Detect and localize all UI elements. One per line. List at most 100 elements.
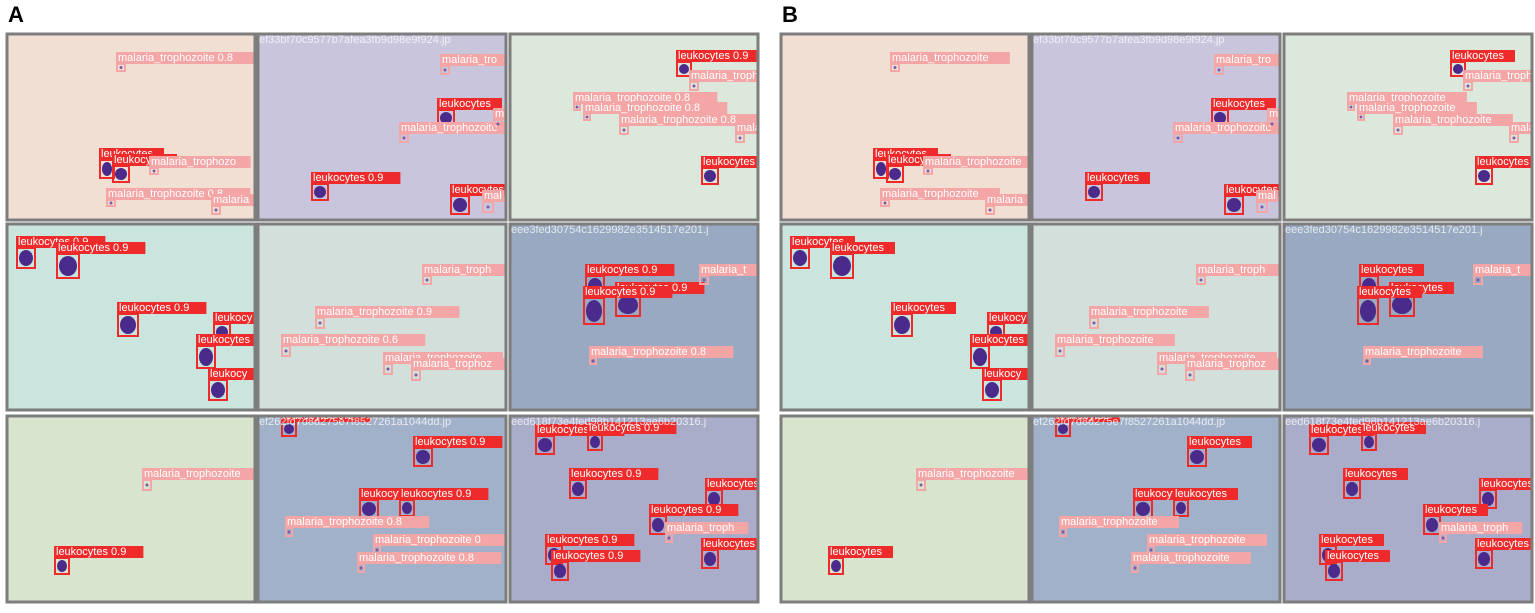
- parasite: [1092, 321, 1096, 325]
- cell: [1176, 502, 1186, 514]
- tile-frame: [508, 222, 760, 412]
- detection-label: leukocytes 0.9: [651, 504, 721, 516]
- tile-frame: [779, 222, 1031, 412]
- detection-label: leukocytes: [830, 546, 882, 558]
- label-background: [1055, 416, 1120, 422]
- detection-label: malaria_trophozoite: [925, 156, 1022, 168]
- label-background: [116, 52, 255, 64]
- label-background: [583, 102, 728, 114]
- tile-title: ef262fd7d8d275e7f8527261a1044dd.jp: [1033, 416, 1225, 428]
- parasite: [893, 66, 897, 69]
- cell: [618, 296, 638, 314]
- cell: [894, 316, 910, 334]
- detection-label: malaria_trophozoite 0.8: [118, 52, 233, 64]
- detection-label: leukocy: [215, 312, 253, 324]
- detection-label: malaria_trophozoite 0.6: [283, 334, 398, 346]
- tile-background: [7, 416, 255, 602]
- label-background: [665, 522, 749, 534]
- label-background: [569, 468, 659, 480]
- tile-title: eee3fed30754c1629982e3514517e201.j: [1285, 224, 1483, 236]
- detection-label: malaria_trophoz: [1187, 358, 1266, 370]
- cell: [1392, 296, 1412, 314]
- parasite: [359, 566, 363, 570]
- label-background: [1256, 190, 1279, 202]
- tile-title: ef33bf70c9577b7afea3fb9d98e9f924.jp: [259, 34, 450, 46]
- detection-label: malaria_trophozoite: [1061, 516, 1158, 528]
- detection-label: malaria_trophozoite: [1465, 70, 1535, 82]
- detection-label: malaria_troph: [1198, 264, 1265, 276]
- cell: [416, 450, 430, 464]
- detection-label: mal: [484, 190, 502, 202]
- detection-label: leukocytes: [832, 242, 884, 254]
- parasite: [119, 66, 123, 69]
- image-tile: malaria_tro leukocytes malaria_trophozoite…: [1032, 34, 1280, 220]
- detection-label: leukocytes: [1477, 156, 1529, 168]
- label-background: [589, 346, 734, 358]
- parasite: [926, 169, 930, 173]
- detection-label: malaria_trophozoite: [1395, 114, 1492, 126]
- label-background: [916, 468, 1029, 480]
- label-background: [1214, 54, 1280, 66]
- cell: [876, 162, 886, 176]
- tile-frame: [1030, 222, 1282, 412]
- label-background: [1359, 264, 1424, 276]
- detection-label: malaria_trophozoite: [1365, 346, 1462, 358]
- detection-label: leukocytes: [1359, 286, 1411, 298]
- cell: [102, 162, 112, 176]
- parasite: [152, 169, 156, 173]
- label-background: [573, 92, 718, 104]
- label-background: [281, 416, 371, 422]
- image-tile: malaria_trophozoiteleukocytesleukocytesm…: [781, 34, 1029, 220]
- parasite: [386, 367, 390, 371]
- detection-label: leukocytes: [703, 156, 755, 168]
- detection-label: leukocy: [210, 368, 248, 380]
- detection-label: malaria_tro: [1216, 54, 1271, 66]
- tile-frame: [5, 222, 257, 412]
- parasite: [496, 122, 500, 126]
- detection-label: malaria_trophozoite: [882, 188, 979, 200]
- cell: [704, 552, 716, 566]
- detection-label: leukocytes: [1425, 504, 1477, 516]
- cell: [538, 438, 552, 452]
- label-background: [585, 264, 675, 276]
- label-background: [413, 436, 503, 448]
- label-background: [1173, 122, 1280, 134]
- image-tile: malaria_tro leukocytes malaria_trophozoite…: [258, 34, 506, 220]
- detection-label: leukocytes 0.9: [283, 410, 353, 422]
- label-background: [211, 194, 255, 206]
- detection-label: leukocytes: [1175, 488, 1227, 500]
- detection-label: leukocytes 0.9: [313, 172, 383, 184]
- cell: [554, 564, 566, 578]
- parasite: [1270, 122, 1274, 126]
- label-background: [1450, 50, 1515, 62]
- label-background: [493, 108, 506, 120]
- detection-label: leukocytes: [703, 538, 755, 550]
- label-background: [587, 422, 677, 434]
- tile-background: [781, 416, 1029, 602]
- label-background: [1475, 156, 1532, 168]
- cell: [572, 482, 584, 496]
- detection-label: leukocytes: [1345, 468, 1397, 480]
- cell: [1478, 552, 1490, 566]
- detection-label: leukocytes 0.9: [587, 264, 657, 276]
- label-background: [142, 468, 255, 480]
- cell: [1426, 518, 1438, 532]
- detection-label: leukocytes: [1481, 478, 1533, 490]
- detection-label: malaria_trophozoite 0.8: [621, 114, 736, 126]
- label-background: [1393, 114, 1513, 126]
- label-background: [1185, 358, 1280, 370]
- label-background: [1211, 98, 1276, 110]
- label-background: [54, 546, 144, 558]
- cell: [586, 300, 602, 322]
- tile-background: [510, 34, 758, 220]
- detection-label: leukocytes 0.9: [56, 546, 126, 558]
- label-background: [1509, 122, 1532, 134]
- label-background: [923, 156, 1029, 168]
- cell: [652, 518, 664, 532]
- detection-label: malaria_trophozoite 0.9: [317, 306, 432, 318]
- label-background: [735, 122, 758, 134]
